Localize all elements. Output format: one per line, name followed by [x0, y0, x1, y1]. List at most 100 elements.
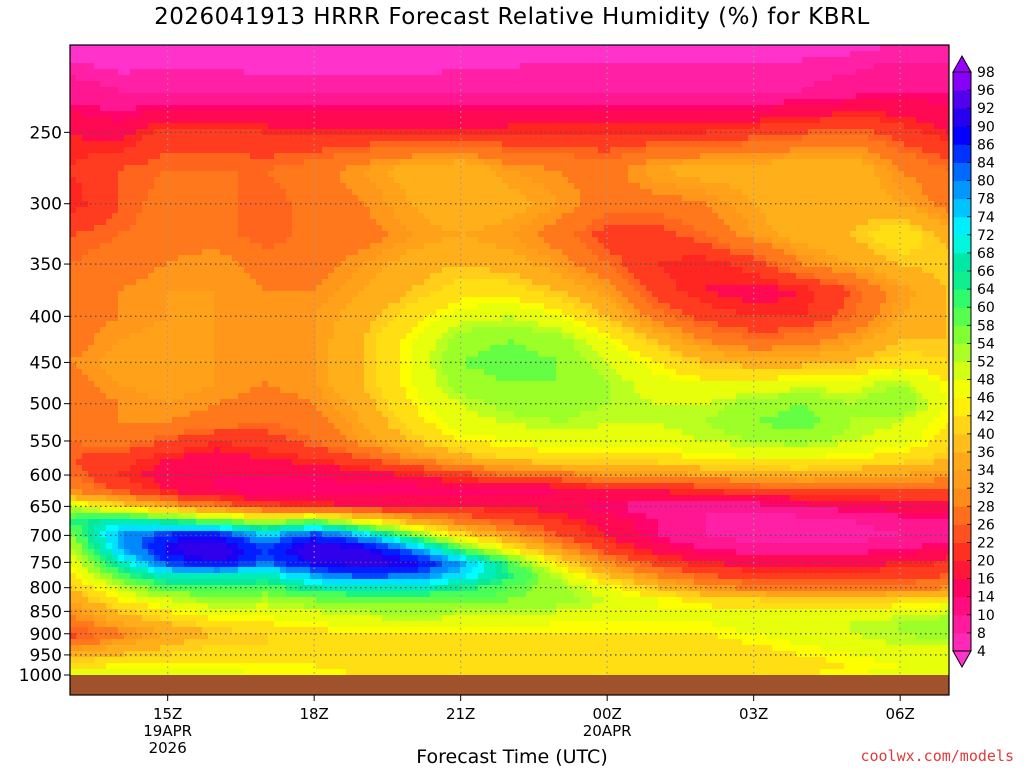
rh-cell: [322, 141, 329, 148]
rh-cell: [388, 213, 395, 220]
rh-cell: [592, 117, 599, 124]
rh-cell: [904, 171, 911, 178]
rh-cell: [712, 87, 719, 94]
rh-cell: [352, 231, 359, 238]
rh-cell: [88, 189, 95, 196]
rh-cell: [310, 135, 317, 142]
rh-cell: [178, 93, 185, 100]
rh-cell: [574, 93, 581, 100]
rh-cell: [562, 231, 569, 238]
rh-cell: [520, 237, 527, 244]
rh-cell: [394, 195, 401, 202]
rh-cell: [940, 105, 947, 112]
rh-cell: [514, 183, 521, 190]
rh-cell: [76, 45, 83, 52]
rh-cell: [652, 135, 659, 142]
rh-cell: [478, 231, 485, 238]
rh-cell: [592, 171, 599, 178]
rh-cell: [748, 237, 755, 244]
rh-cell: [412, 189, 419, 196]
rh-cell: [778, 231, 785, 238]
rh-cell: [262, 141, 269, 148]
rh-cell: [502, 237, 509, 244]
rh-cell: [400, 171, 407, 178]
rh-cell: [100, 57, 107, 64]
rh-cell: [76, 87, 83, 94]
rh-cell: [82, 213, 89, 220]
rh-cell: [508, 243, 515, 250]
rh-cell: [316, 111, 323, 118]
rh-cell: [802, 105, 809, 112]
rh-cell: [808, 159, 815, 166]
rh-cell: [268, 189, 275, 196]
rh-cell: [838, 237, 845, 244]
rh-cell: [94, 207, 101, 214]
rh-cell: [676, 87, 683, 94]
rh-cell: [652, 105, 659, 112]
rh-cell: [172, 141, 179, 148]
rh-cell: [490, 123, 497, 130]
rh-cell: [628, 117, 635, 124]
rh-cell: [442, 87, 449, 94]
rh-cell: [742, 117, 749, 124]
rh-cell: [706, 237, 713, 244]
rh-cell: [598, 237, 605, 244]
rh-cell: [322, 135, 329, 142]
rh-cell: [784, 165, 791, 172]
rh-cell: [430, 219, 437, 226]
rh-cell: [634, 147, 641, 154]
rh-cell: [496, 171, 503, 178]
rh-cell: [118, 117, 125, 124]
rh-cell: [400, 129, 407, 136]
rh-cell: [148, 81, 155, 88]
rh-cell: [502, 207, 509, 214]
rh-cell: [334, 189, 341, 196]
rh-cell: [646, 165, 653, 172]
rh-cell: [724, 165, 731, 172]
rh-cell: [622, 105, 629, 112]
rh-cell: [886, 75, 893, 82]
rh-cell: [148, 159, 155, 166]
rh-cell: [772, 117, 779, 124]
rh-cell: [304, 153, 311, 160]
rh-cell: [418, 171, 425, 178]
rh-cell: [406, 69, 413, 76]
rh-cell: [856, 69, 863, 76]
rh-cell: [514, 147, 521, 154]
rh-cell: [940, 201, 947, 208]
rh-cell: [442, 231, 449, 238]
rh-cell: [154, 81, 161, 88]
rh-cell: [112, 69, 119, 76]
rh-cell: [730, 69, 737, 76]
rh-cell: [106, 189, 113, 196]
rh-cell: [844, 207, 851, 214]
rh-cell: [940, 99, 947, 106]
rh-cell: [670, 237, 677, 244]
rh-cell: [832, 225, 839, 232]
rh-cell: [946, 129, 949, 136]
rh-cell: [568, 159, 575, 166]
rh-cell: [790, 207, 797, 214]
rh-cell: [436, 93, 443, 100]
rh-cell: [898, 177, 905, 184]
rh-cell: [616, 243, 623, 250]
rh-cell: [916, 141, 923, 148]
rh-cell: [550, 63, 557, 70]
rh-cell: [778, 225, 785, 232]
rh-cell: [364, 195, 371, 202]
rh-cell: [154, 213, 161, 220]
rh-cell: [142, 183, 149, 190]
rh-cell: [82, 165, 89, 172]
rh-cell: [142, 117, 149, 124]
rh-cell: [532, 153, 539, 160]
rh-cell: [268, 99, 275, 106]
rh-cell: [106, 207, 113, 214]
rh-cell: [886, 219, 893, 226]
rh-cell: [112, 183, 119, 190]
rh-cell: [88, 195, 95, 202]
rh-cell: [100, 75, 107, 82]
rh-cell: [880, 135, 887, 142]
rh-cell: [892, 105, 899, 112]
rh-cell: [610, 177, 617, 184]
rh-cell: [208, 213, 215, 220]
